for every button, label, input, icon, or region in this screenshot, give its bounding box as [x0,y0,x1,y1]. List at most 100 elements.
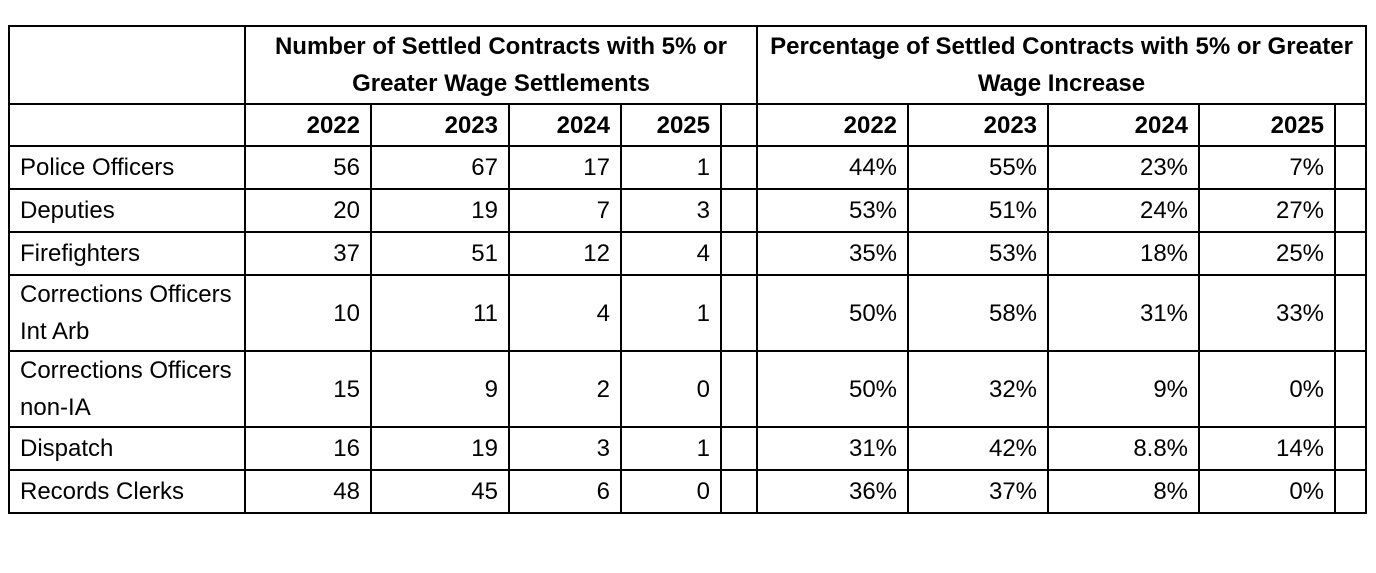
count-year-header: 2025 [620,103,722,147]
percent-cell: 0% [1198,350,1337,428]
percent-cell: 14% [1198,426,1337,471]
row-label: Firefighters [8,231,246,276]
percent-cell: 31% [1047,274,1201,352]
percent-cell: 42% [907,426,1050,471]
percent-cell: 0% [1198,469,1337,514]
spacer-cell [1334,103,1368,147]
spacer-cell [1334,426,1368,471]
spacer-cell [719,426,759,471]
row-label: Corrections Officers Int Arb [8,274,246,352]
group-header-row: Number of Settled Contracts with 5% or G… [8,25,1368,105]
count-cell: 19 [370,426,510,471]
percent-cell: 51% [907,188,1050,233]
count-cell: 1 [620,274,722,352]
count-cell: 16 [244,426,372,471]
count-cell: 56 [244,145,372,190]
spacer-cell [1334,469,1368,514]
count-cell: 0 [620,350,722,428]
percent-cell: 8% [1047,469,1201,514]
percent-year-header: 2024 [1047,103,1201,147]
count-cell: 51 [370,231,510,276]
table-row: Dispatch 16 19 3 1 31% 42% 8.8% 14% [8,426,1368,471]
percent-cell: 50% [756,274,910,352]
row-label: Deputies [8,188,246,233]
percent-cell: 27% [1198,188,1337,233]
percent-cell: 23% [1047,145,1201,190]
count-cell: 1 [620,426,722,471]
spacer-cell [719,469,759,514]
percent-year-header: 2023 [907,103,1050,147]
spacer-cell [719,274,759,352]
percent-cell: 50% [756,350,910,428]
spacer-cell [719,145,759,190]
count-cell: 12 [508,231,622,276]
percent-group-header: Percentage of Settled Contracts with 5% … [756,25,1368,105]
percent-cell: 55% [907,145,1050,190]
percent-year-header: 2022 [756,103,910,147]
count-year-header: 2024 [508,103,622,147]
percent-cell: 9% [1047,350,1201,428]
count-cell: 17 [508,145,622,190]
count-cell: 1 [620,145,722,190]
count-year-header: 2022 [244,103,372,147]
empty-corner-cell [8,25,246,105]
count-cell: 67 [370,145,510,190]
count-cell: 6 [508,469,622,514]
spacer-cell [719,350,759,428]
count-cell: 15 [244,350,372,428]
count-cell: 20 [244,188,372,233]
count-cell: 4 [620,231,722,276]
empty-label-cell [8,103,246,147]
spacer-cell [1334,350,1368,428]
percent-cell: 25% [1198,231,1337,276]
count-group-header: Number of Settled Contracts with 5% or G… [243,25,759,105]
spacer-cell [1334,145,1368,190]
count-cell: 37 [244,231,372,276]
percent-cell: 44% [756,145,910,190]
spacer-cell [719,231,759,276]
count-year-header: 2023 [370,103,510,147]
table-row: Deputies 20 19 7 3 53% 51% 24% 27% [8,188,1368,233]
table-row: Corrections Officers Int Arb 10 11 4 1 50% 58%… [8,274,1368,352]
percent-cell: 7% [1198,145,1337,190]
count-cell: 9 [370,350,510,428]
percent-cell: 53% [756,188,910,233]
count-cell: 2 [508,350,622,428]
wage-settlements-table: Number of Settled Contracts with 5% or G… [8,25,1368,514]
percent-cell: 58% [907,274,1050,352]
table-row: Firefighters 37 51 12 4 35% 53% 18% 25% [8,231,1368,276]
count-cell: 3 [508,426,622,471]
count-cell: 4 [508,274,622,352]
percent-cell: 8.8% [1047,426,1201,471]
percent-cell: 36% [756,469,910,514]
spacer-cell [719,188,759,233]
percent-cell: 53% [907,231,1050,276]
count-cell: 10 [244,274,372,352]
spacer-cell [1334,231,1368,276]
row-label: Dispatch [8,426,246,471]
spacer-cell [1334,188,1368,233]
count-cell: 3 [620,188,722,233]
percent-cell: 24% [1047,188,1201,233]
count-cell: 19 [370,188,510,233]
row-label: Police Officers [8,145,246,190]
count-cell: 45 [370,469,510,514]
count-cell: 0 [620,469,722,514]
spacer-cell [1334,274,1368,352]
percent-year-header: 2025 [1198,103,1337,147]
count-cell: 48 [244,469,372,514]
percent-cell: 37% [907,469,1050,514]
percent-cell: 33% [1198,274,1337,352]
table-row: Corrections Officers non-IA 15 9 2 0 50% 32% 9%… [8,350,1368,428]
percent-cell: 18% [1047,231,1201,276]
percent-cell: 35% [756,231,910,276]
table-row: Police Officers 56 67 17 1 44% 55% 23% 7% [8,145,1368,190]
percent-cell: 31% [756,426,910,471]
year-header-row: 2022 2023 2024 2025 2022 2023 2024 2025 [8,103,1368,147]
count-cell: 11 [370,274,510,352]
percent-cell: 32% [907,350,1050,428]
table-row: Records Clerks 48 45 6 0 36% 37% 8% 0% [8,469,1368,514]
spacer-cell [719,103,759,147]
count-cell: 7 [508,188,622,233]
row-label: Records Clerks [8,469,246,514]
